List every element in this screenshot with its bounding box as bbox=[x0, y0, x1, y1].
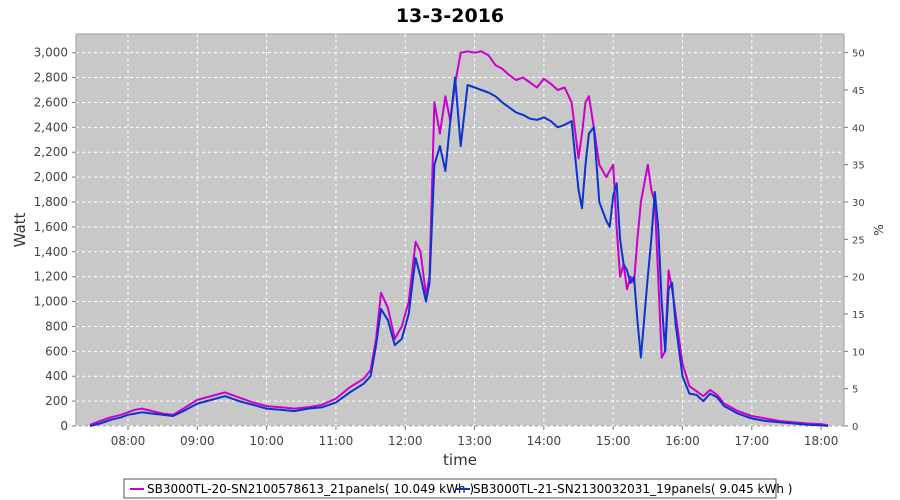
y2-tick-label: 35 bbox=[852, 161, 865, 172]
x-axis-title: time bbox=[443, 451, 477, 469]
plot-area bbox=[75, 33, 845, 427]
y-axis-title: Watt bbox=[11, 212, 29, 247]
x-tick-label: 18:00 bbox=[804, 434, 839, 448]
y-tick-label: 3,000 bbox=[34, 46, 68, 60]
y2-tick-label: 15 bbox=[852, 310, 865, 321]
y-tick-label: 2,200 bbox=[34, 145, 68, 159]
y-tick-label: 2,000 bbox=[34, 170, 68, 184]
x-tick-label: 12:00 bbox=[388, 434, 423, 448]
legend-box bbox=[123, 478, 777, 499]
x-tick-label: 17:00 bbox=[735, 434, 770, 448]
y-tick-label: 1,000 bbox=[34, 295, 68, 309]
legend-label-1: SB3000TL-20-SN2100578613_21panels( 10.04… bbox=[147, 482, 474, 496]
y-tick-label: 600 bbox=[45, 344, 68, 358]
y-tick-label: 1,600 bbox=[34, 220, 68, 234]
y-tick-label: 200 bbox=[45, 394, 68, 408]
chart-title: 13-3-2016 bbox=[396, 5, 504, 27]
y-tick-label: 800 bbox=[45, 319, 68, 333]
y-tick-label: 2,800 bbox=[34, 71, 68, 85]
axes: 02004006008001,0001,2001,4001,6001,8002,… bbox=[34, 46, 865, 448]
y2-tick-label: 20 bbox=[852, 273, 865, 284]
y-tick-label: 400 bbox=[45, 369, 68, 383]
legend-label-2: SB3000TL-21-SN2130032031_19panels( 9.045… bbox=[473, 482, 792, 496]
y-tick-label: 1,800 bbox=[34, 195, 68, 209]
y2-tick-label: 25 bbox=[852, 235, 865, 246]
y-tick-label: 2,400 bbox=[34, 120, 68, 134]
y2-tick-label: 50 bbox=[852, 49, 865, 60]
legend: SB3000TL-20-SN2100578613_21panels( 10.04… bbox=[123, 478, 792, 499]
series-line-2 bbox=[89, 76, 829, 427]
x-tick-label: 10:00 bbox=[249, 434, 284, 448]
y-tick-label: 1,200 bbox=[34, 270, 68, 284]
y-tick-label: 0 bbox=[60, 419, 68, 433]
y2-tick-label: 45 bbox=[852, 86, 865, 97]
y2-axis-title: % bbox=[872, 224, 886, 235]
x-tick-label: 11:00 bbox=[319, 434, 354, 448]
x-tick-label: 09:00 bbox=[180, 434, 215, 448]
x-tick-label: 14:00 bbox=[527, 434, 562, 448]
y2-tick-label: 5 bbox=[852, 385, 858, 396]
x-tick-label: 13:00 bbox=[457, 434, 492, 448]
x-tick-label: 15:00 bbox=[596, 434, 631, 448]
x-tick-label: 08:00 bbox=[111, 434, 146, 448]
y2-tick-label: 10 bbox=[852, 347, 865, 358]
y2-tick-label: 0 bbox=[852, 422, 858, 433]
series-lines bbox=[89, 50, 829, 427]
y2-tick-label: 30 bbox=[852, 198, 865, 209]
y2-tick-label: 40 bbox=[852, 123, 865, 134]
y-tick-label: 1,400 bbox=[34, 245, 68, 259]
x-tick-label: 16:00 bbox=[665, 434, 700, 448]
y-tick-label: 2,600 bbox=[34, 95, 68, 109]
